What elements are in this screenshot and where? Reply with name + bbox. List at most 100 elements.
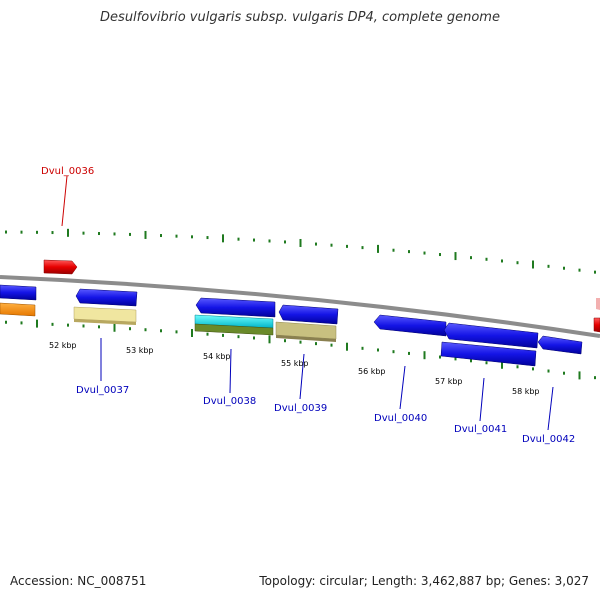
top-tick-minor: [175, 234, 178, 238]
scale-tick-track: [5, 319, 596, 380]
top-tick-minor: [206, 236, 209, 240]
top-tick-minor: [191, 235, 193, 239]
gene-dvul-0041[interactable]: [443, 322, 539, 349]
scale-tick-minor: [516, 365, 519, 369]
scale-tick-major: [578, 371, 581, 380]
scale-label-53: 53 kbp: [126, 346, 154, 355]
scale-tick-minor: [175, 330, 178, 334]
gene-label-dvul-0038[interactable]: Dvul_0038: [203, 396, 256, 407]
scale-tick-minor: [392, 350, 395, 354]
scale-tick-minor: [454, 357, 457, 361]
top-tick-minor: [578, 268, 581, 272]
gene-label-dvul-0039[interactable]: Dvul_0039: [274, 403, 327, 414]
scale-tick-minor: [67, 323, 69, 327]
gene-dvul-0039[interactable]: [278, 304, 339, 325]
top-tick-minor: [439, 253, 441, 257]
top-tick-major: [454, 252, 457, 261]
genome-title: Desulfovibrio vulgaris subsp. vulgaris D…: [100, 10, 500, 25]
scale-tick-minor: [299, 340, 302, 344]
scale-tick-minor: [547, 369, 550, 373]
scale-label-57: 57 kbp: [435, 377, 463, 386]
scale-tick-minor: [5, 320, 7, 324]
top-tick-minor: [423, 251, 426, 255]
scale-label-54: 54 kbp: [203, 352, 231, 361]
scale-labels: 52 kbp 53 kbp 54 kbp 55 kbp 56 kbp 57 kb…: [49, 341, 540, 396]
top-tick-minor: [594, 270, 596, 274]
gene-partial-left-blue[interactable]: [0, 284, 37, 301]
scale-tick-major: [346, 342, 348, 351]
gene-dvul-0037[interactable]: [75, 288, 138, 307]
top-tick-major: [299, 238, 302, 247]
top-tick-minor: [346, 244, 348, 248]
top-tick-minor: [82, 231, 85, 235]
scale-tick-major: [191, 328, 193, 337]
scale-tick-minor: [361, 346, 364, 350]
top-tick-minor: [268, 239, 271, 243]
gene-label-dvul-0042[interactable]: Dvul_0042: [522, 434, 575, 445]
top-tick-minor: [501, 259, 503, 263]
top-tick-minor: [485, 257, 488, 261]
top-tick-minor: [361, 246, 364, 250]
gene-dvul-0041-lower[interactable]: [440, 341, 537, 367]
scale-tick-minor: [470, 359, 472, 363]
top-tick-minor: [129, 232, 131, 236]
gene-label-dvul-0036[interactable]: Dvul_0036: [41, 166, 94, 177]
scale-label-55: 55 kbp: [281, 359, 309, 368]
scale-tick-minor: [51, 322, 54, 326]
scale-tick-minor: [98, 325, 100, 329]
gene-partial-right-pink[interactable]: [596, 298, 600, 310]
top-tick-minor: [408, 250, 410, 254]
scale-tick-minor: [532, 367, 534, 371]
scale-tick-minor: [563, 371, 565, 375]
gene-dvul-0040[interactable]: [373, 314, 447, 337]
gene-dvul-0038-domain-olive: [194, 323, 274, 336]
gene-partial-right-red[interactable]: [593, 317, 600, 333]
scale-tick-minor: [408, 351, 410, 355]
top-tick-minor: [315, 242, 317, 246]
gene-labels: Dvul_0036 Dvul_0037 Dvul_0038 Dvul_0039 …: [41, 166, 575, 445]
scale-label-52: 52 kbp: [49, 341, 77, 350]
gene-label-dvul-0037[interactable]: Dvul_0037: [76, 385, 129, 396]
top-tick-minor: [113, 232, 116, 236]
scale-tick-major: [36, 319, 38, 328]
scale-tick-minor: [237, 335, 240, 339]
top-tick-minor: [237, 237, 240, 241]
gene-dvul-0036[interactable]: [43, 259, 78, 275]
top-tick-minor: [547, 264, 550, 268]
top-tick-minor: [516, 261, 519, 265]
top-tick-minor: [160, 234, 162, 238]
scale-tick-major: [268, 335, 271, 344]
scale-tick-minor: [160, 329, 162, 333]
top-tick-major: [377, 244, 379, 253]
top-tick-major: [222, 234, 224, 243]
scale-tick-major: [423, 351, 426, 360]
scale-tick-minor: [129, 327, 131, 331]
gene-dvul-0042[interactable]: [537, 335, 583, 355]
upper-tick-track: [5, 228, 596, 274]
scale-label-56: 56 kbp: [358, 367, 386, 376]
scale-tick-major: [113, 323, 116, 332]
top-tick-major: [144, 230, 147, 239]
top-tick-major: [532, 260, 534, 269]
top-tick-minor: [36, 230, 38, 234]
genome-backbone: [0, 275, 600, 338]
top-tick-minor: [392, 248, 395, 252]
scale-tick-minor: [439, 355, 441, 359]
scale-label-58: 58 kbp: [512, 387, 540, 396]
top-tick-minor: [5, 230, 7, 234]
scale-tick-minor: [485, 361, 488, 365]
scale-tick-minor: [144, 328, 147, 332]
top-tick-minor: [20, 230, 23, 234]
top-tick-major: [67, 228, 69, 237]
gene-label-dvul-0041[interactable]: Dvul_0041: [454, 424, 507, 435]
gene-label-dvul-0040[interactable]: Dvul_0040: [374, 413, 427, 424]
scale-tick-minor: [594, 376, 596, 380]
scale-tick-minor: [377, 348, 379, 352]
scale-tick-major: [501, 360, 503, 369]
scale-tick-minor: [82, 324, 85, 328]
genome-stats: Topology: circular; Length: 3,462,887 bp…: [259, 574, 589, 588]
scale-tick-minor: [284, 339, 286, 343]
gene-partial-left-orange[interactable]: [0, 302, 36, 317]
gene-dvul-0038[interactable]: [195, 297, 276, 318]
top-tick-minor: [98, 232, 100, 236]
